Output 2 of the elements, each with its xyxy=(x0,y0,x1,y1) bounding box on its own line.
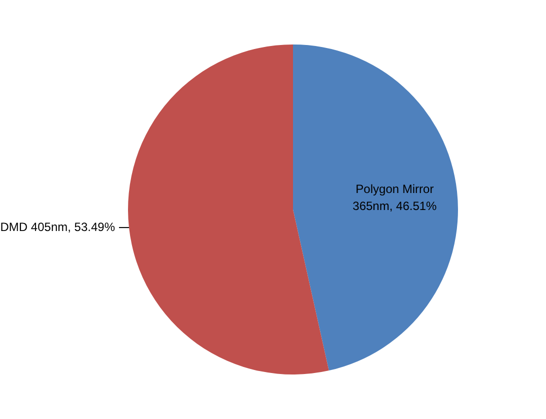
slice-label: Polygon Mirror 365nm, 46.51% xyxy=(352,182,438,214)
slice-label: DMD 405nm, 53.49% xyxy=(0,220,116,234)
